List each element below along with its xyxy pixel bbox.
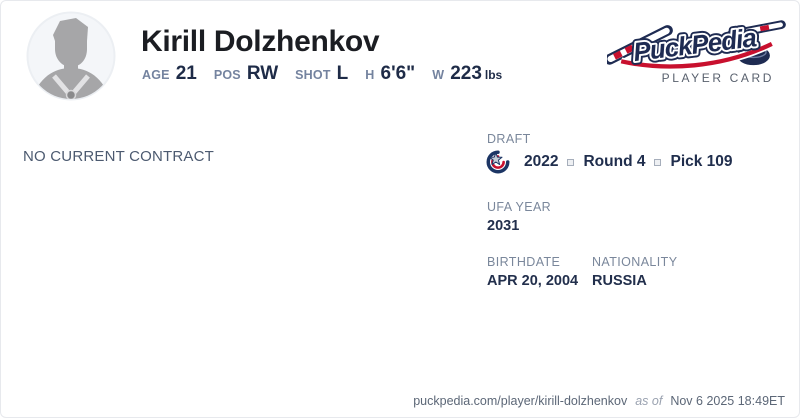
ufa-year-label: UFA YEAR	[487, 200, 552, 214]
player-page-url[interactable]: puckpedia.com/player/kirill-dolzhenkov	[413, 394, 628, 408]
stat-value: 21	[175, 63, 197, 84]
birthdate-value: APR 20, 2004	[487, 273, 579, 289]
separator-square-icon	[567, 158, 575, 166]
player-vitals: AGE 21 POS RW SHOT L H 6'6" W 223 lbs	[142, 63, 502, 85]
stat-label: W	[432, 68, 445, 82]
nationality-value: RUSSIA	[592, 273, 647, 289]
columbus-blue-jackets-logo-icon	[486, 150, 510, 174]
stat-label: POS	[213, 68, 241, 82]
stat-value: L	[336, 63, 349, 84]
draft-year: 2022	[524, 153, 559, 170]
stat-value: 6'6"	[380, 63, 416, 84]
puckpedia-logo-icon: PuckPedia PuckPedia	[607, 18, 786, 70]
card-footer: puckpedia.com/player/kirill-dolzhenkov a…	[413, 394, 785, 408]
stat-value: RW	[246, 63, 279, 84]
stat-unit: lbs	[484, 68, 503, 82]
draft-round: Round 4	[583, 153, 646, 170]
nationality-label: NATIONALITY	[592, 255, 678, 269]
draft-info-row: 2022 Round 4 Pick 109	[485, 149, 733, 175]
player-avatar-placeholder-icon	[26, 11, 116, 101]
stat-shot: SHOT L	[295, 63, 348, 85]
stat-value: 223	[450, 63, 482, 84]
draft-pick: Pick 109	[670, 153, 733, 170]
stat-position: POS RW	[214, 63, 278, 85]
as-of-label: as of	[635, 394, 663, 408]
stat-label: SHOT	[295, 68, 331, 82]
birthdate-label: BIRTHDATE	[487, 255, 561, 269]
ufa-year-value: 2031	[487, 218, 520, 234]
stat-height: H 6'6"	[365, 63, 415, 85]
draft-section-label: DRAFT	[487, 132, 531, 146]
snapshot-timestamp: Nov 6 2025 18:49ET	[670, 394, 785, 408]
contract-status: NO CURRENT CONTRACT	[23, 148, 215, 165]
stat-label: AGE	[142, 68, 170, 82]
player-name: Kirill Dolzhenkov	[141, 25, 380, 58]
stat-weight: W 223 lbs	[432, 63, 502, 85]
separator-square-icon	[654, 158, 662, 166]
player-card-tagline: PLAYER CARD	[661, 71, 774, 85]
stat-age: AGE 21	[142, 63, 197, 85]
stat-label: H	[365, 68, 375, 82]
